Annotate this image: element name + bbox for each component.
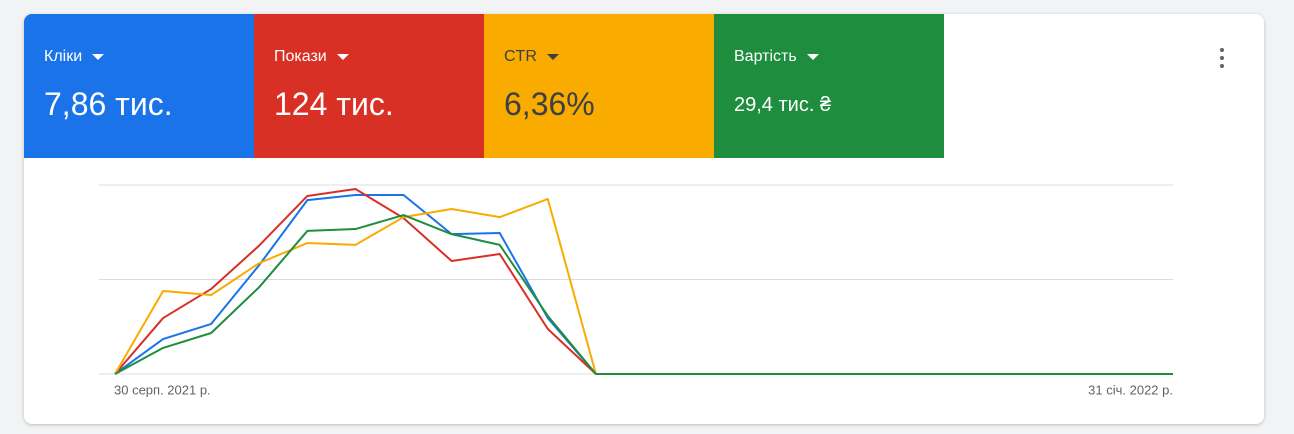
- x-tick-label: 30 серп. 2021 р.: [114, 382, 211, 397]
- series-line: [114, 214, 1173, 375]
- more-menu[interactable]: [1220, 48, 1226, 72]
- metric-total: 29,4 тис. ₴: [734, 94, 832, 116]
- metric-label[interactable]: CTR: [504, 48, 559, 66]
- x-tick-label: 31 січ. 2022 р.: [1088, 382, 1173, 397]
- metric-tile[interactable]: Покази 124 тис.: [254, 14, 484, 158]
- metric-label[interactable]: Покази: [274, 48, 349, 66]
- metric-tile[interactable]: Вартість 29,4 тис. ₴: [714, 14, 944, 158]
- metric-tile[interactable]: CTR 6,36%: [484, 14, 714, 158]
- metric-total: 6,36%: [504, 86, 595, 122]
- series-line: [114, 194, 1173, 375]
- metric-label[interactable]: Кліки: [44, 48, 104, 66]
- series-line: [114, 197, 1173, 375]
- chart: 30 серп. 2021 р. 31 січ. 2022 р.: [99, 184, 1173, 397]
- series-line: [114, 187, 1173, 375]
- performance-card: Кліки 7,86 тис. Покази 124 тис. CTR 6,36% Варт…: [24, 14, 1264, 424]
- metric-label[interactable]: Вартість: [734, 48, 819, 66]
- metric-tile[interactable]: Кліки 7,86 тис.: [24, 14, 254, 158]
- metric-total: 7,86 тис.: [44, 86, 173, 122]
- metric-total: 124 тис.: [274, 86, 394, 122]
